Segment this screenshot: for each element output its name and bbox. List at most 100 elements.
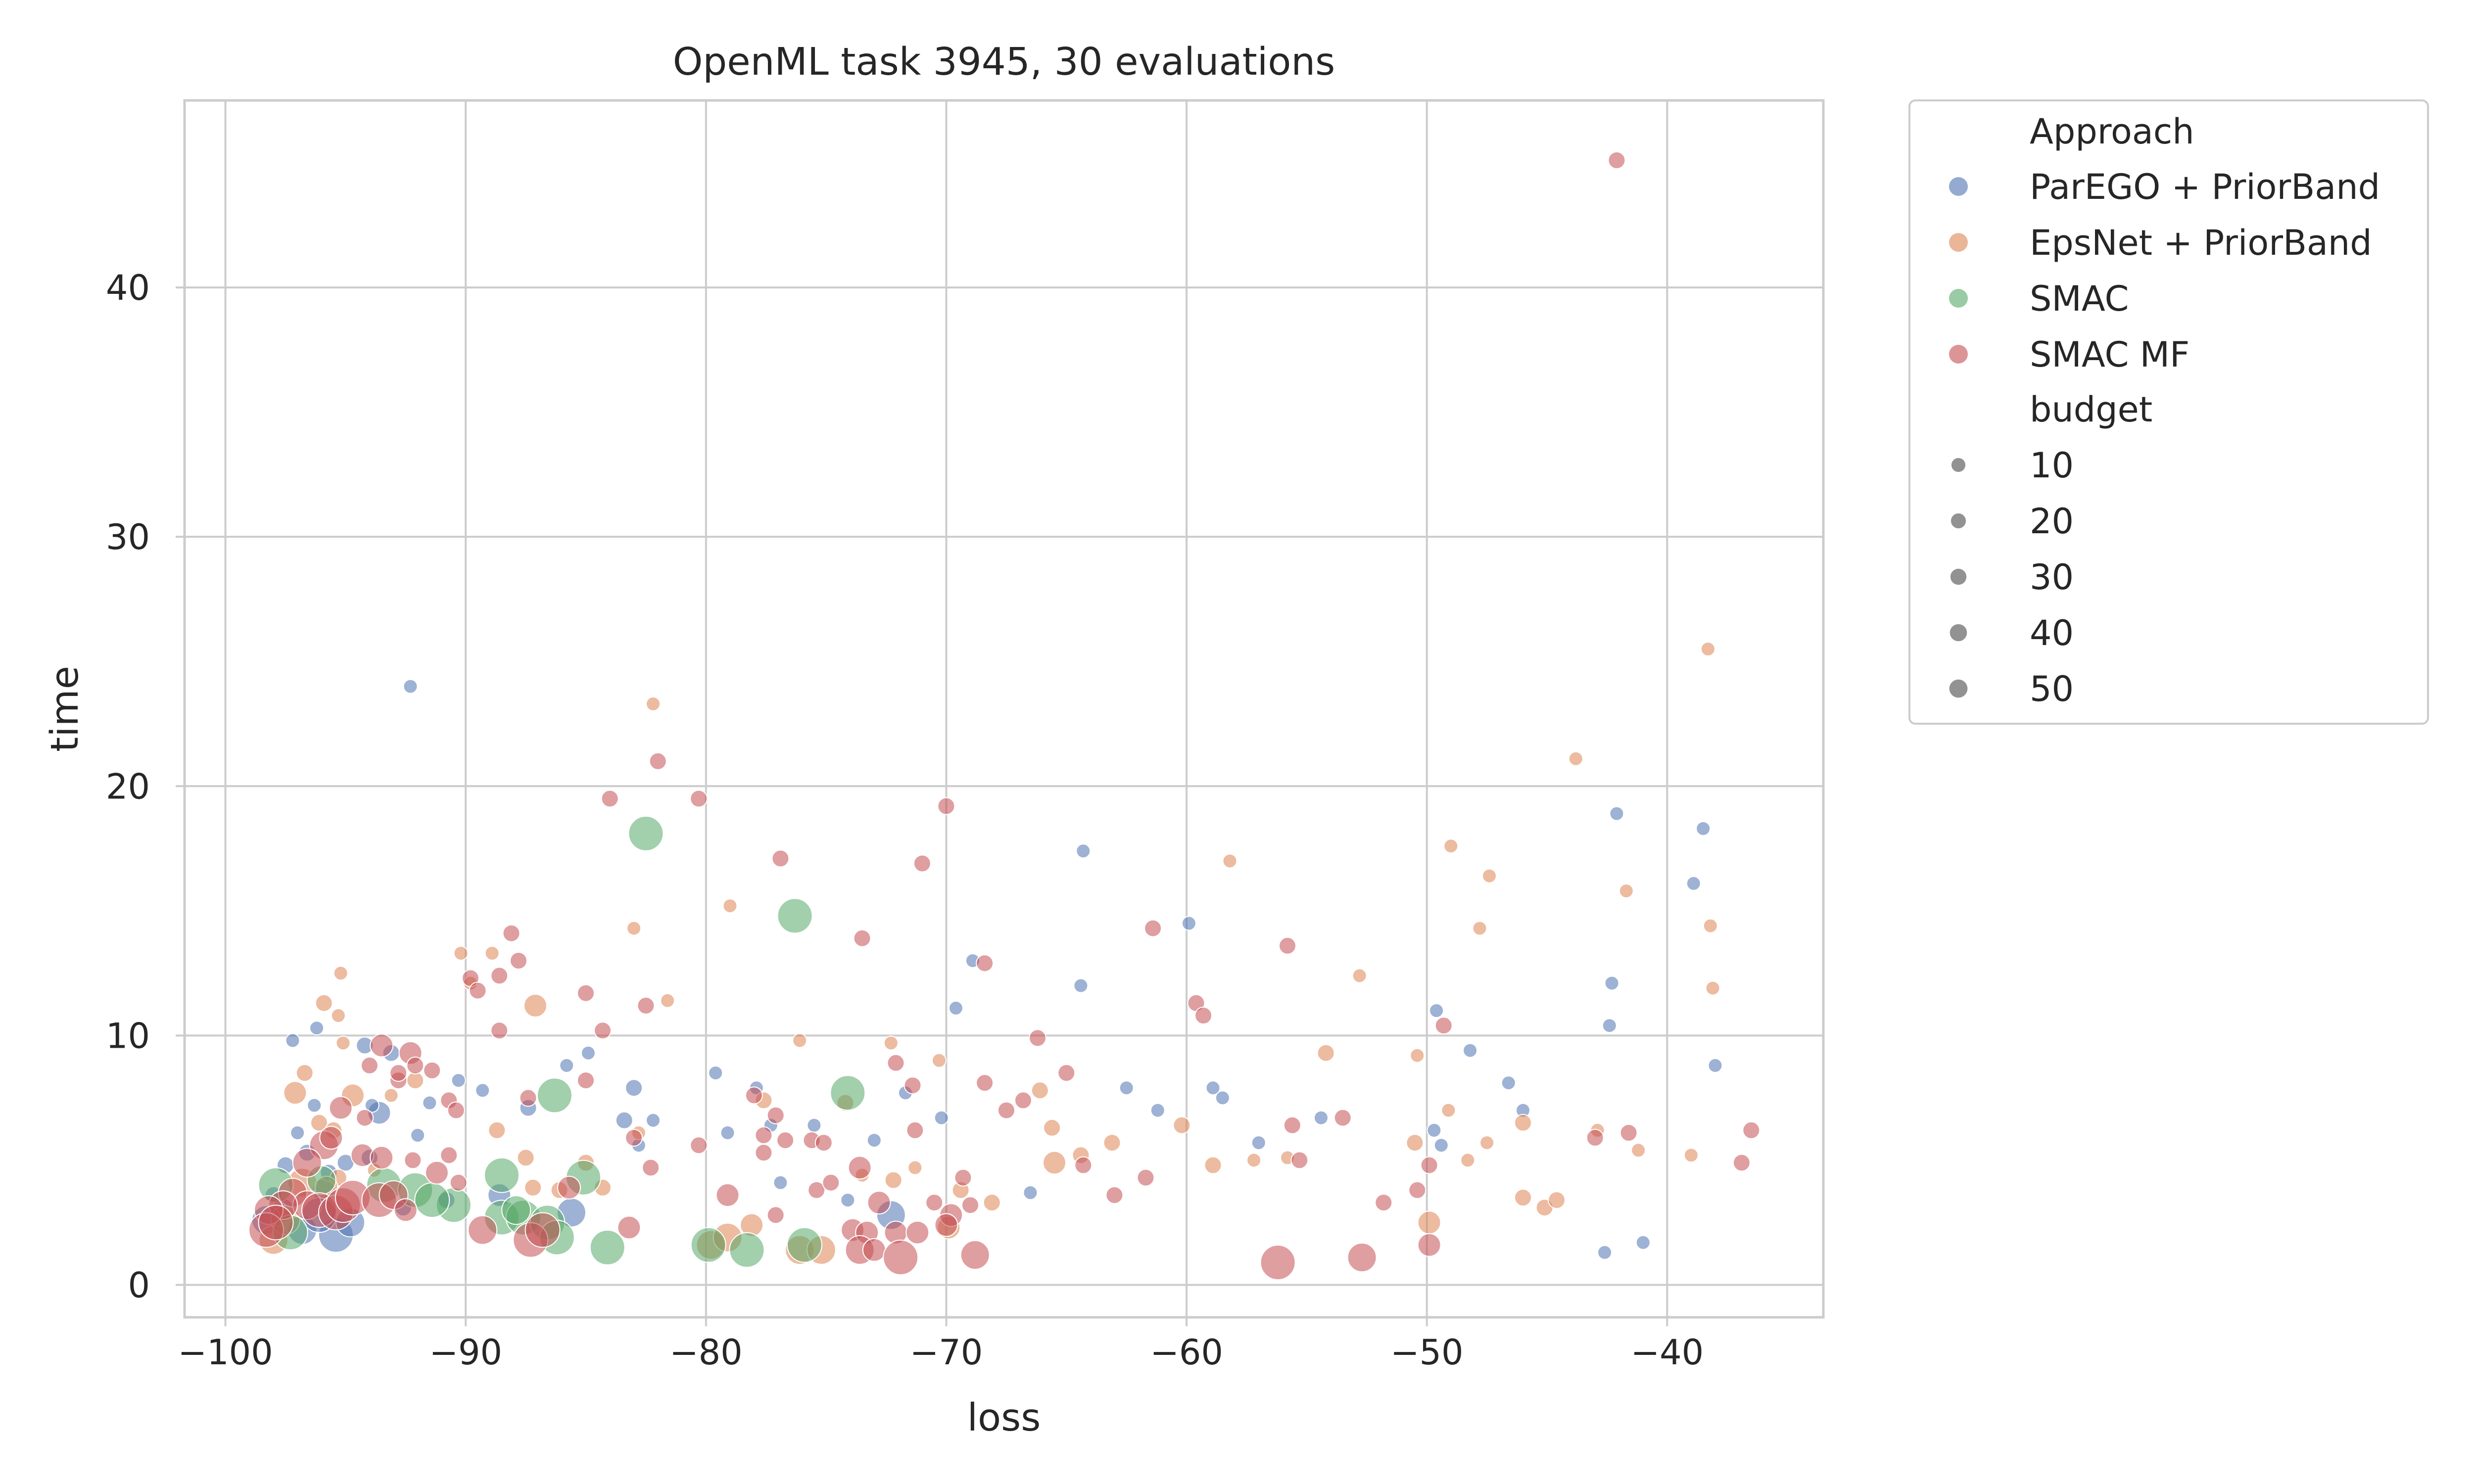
data-point (1609, 806, 1624, 821)
data-point (976, 1074, 994, 1092)
data-point (840, 1193, 856, 1208)
data-point (766, 1206, 785, 1224)
data-point (1700, 642, 1715, 656)
data-point (708, 1066, 723, 1080)
legend-series-label: SMAC MF (2030, 334, 2189, 375)
data-point (468, 1215, 498, 1245)
data-point (808, 1181, 826, 1199)
legend-size-label: 50 (2030, 669, 2074, 709)
data-point (1501, 1075, 1516, 1091)
data-point (484, 1157, 520, 1193)
legend: Approach ParEGO + PriorBand EpsNet + Prio… (1908, 99, 2429, 725)
data-point (1631, 1143, 1646, 1158)
data-point (309, 1020, 325, 1036)
data-point (807, 1117, 822, 1133)
data-point (536, 1077, 572, 1113)
data-point (1705, 980, 1720, 996)
data-point (997, 1101, 1015, 1119)
data-point (1427, 1122, 1442, 1138)
data-point (1568, 751, 1583, 766)
data-point (1443, 838, 1459, 854)
data-point (1604, 975, 1619, 991)
data-point (660, 993, 675, 1008)
data-point (517, 1149, 535, 1167)
data-point (1548, 1191, 1566, 1209)
data-point (1317, 1044, 1335, 1062)
data-point (983, 1194, 1001, 1212)
grid-lines (185, 100, 1823, 1317)
data-point (519, 1089, 537, 1107)
data-point (1144, 919, 1162, 937)
data-point (1073, 978, 1089, 993)
data-point (814, 1134, 833, 1152)
data-point (370, 1033, 394, 1058)
data-point (822, 1173, 840, 1192)
data-point (389, 1064, 408, 1082)
data-point (1732, 1154, 1751, 1172)
data-point (315, 994, 333, 1012)
legend-size-marker (1949, 679, 1968, 698)
data-point (577, 984, 595, 1002)
data-point (490, 967, 509, 985)
x-tick-label: −40 (1630, 1332, 1704, 1373)
data-point (469, 981, 487, 1000)
data-point (1429, 1003, 1444, 1018)
data-point (848, 1156, 872, 1180)
data-point (615, 1111, 633, 1129)
data-point (1119, 1080, 1134, 1096)
data-point (594, 1021, 612, 1040)
data-point (447, 1101, 465, 1119)
data-point (1742, 1121, 1760, 1139)
data-point (484, 946, 500, 961)
data-point (423, 1061, 441, 1079)
data-point (393, 1198, 418, 1222)
data-point (931, 1053, 947, 1068)
data-point (1103, 1134, 1121, 1152)
data-point (904, 1076, 922, 1095)
data-point (1333, 1109, 1352, 1127)
data-point (766, 1106, 785, 1124)
chart-title: OpenML task 3945, 30 evaluations (673, 40, 1335, 84)
data-point (406, 1056, 425, 1074)
data-point (502, 924, 521, 942)
data-point (913, 854, 931, 873)
data-point (1514, 1113, 1532, 1132)
data-point (475, 1083, 490, 1098)
data-point (1246, 1153, 1262, 1168)
data-point (1314, 1110, 1329, 1125)
legend-size-label: 20 (2030, 501, 2074, 542)
data-point (1222, 853, 1237, 869)
legend-series-label: ParEGO + PriorBand (2030, 167, 2380, 207)
data-point (1441, 1103, 1456, 1118)
data-point (1597, 1245, 1613, 1260)
data-point (722, 898, 738, 914)
data-point (1434, 1017, 1453, 1035)
data-point (1608, 151, 1626, 169)
data-point (1043, 1118, 1061, 1137)
data-point (729, 1232, 765, 1268)
data-point (290, 1125, 305, 1140)
data-point (907, 1160, 923, 1175)
data-point (906, 1121, 924, 1139)
data-point (1463, 1043, 1478, 1058)
data-point (905, 1220, 930, 1245)
legend-series-label: SMAC (2030, 278, 2129, 319)
data-point (1260, 1245, 1296, 1281)
data-point (887, 1054, 905, 1072)
data-point (1173, 1116, 1191, 1134)
data-point (773, 1175, 788, 1190)
data-point (948, 1000, 963, 1016)
data-point (1410, 1048, 1425, 1063)
data-point (1514, 1189, 1532, 1206)
legend-size-marker (1950, 624, 1967, 642)
data-point (1204, 1156, 1222, 1174)
legend-marker (1949, 233, 1968, 252)
data-point (755, 1126, 773, 1144)
data-point (867, 1191, 891, 1215)
data-point (1137, 1168, 1155, 1187)
data-point (406, 1071, 425, 1090)
series-smac-mf (248, 151, 1760, 1281)
data-point (451, 1073, 466, 1088)
data-point (1618, 883, 1634, 898)
y-tick-label: 0 (128, 1265, 150, 1305)
